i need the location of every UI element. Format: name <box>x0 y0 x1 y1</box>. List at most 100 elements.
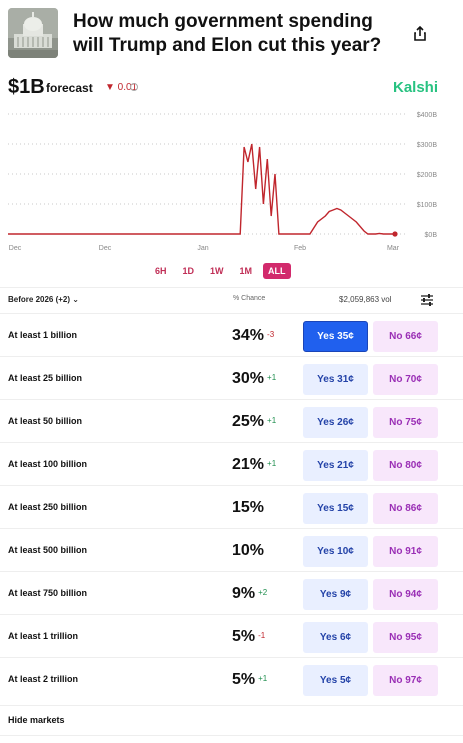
kalshi-logo[interactable]: Kalshi <box>392 79 438 96</box>
market-chance: 10% <box>232 542 264 560</box>
buy-no-button[interactable]: No 91¢ <box>373 536 438 567</box>
market-label: At least 500 billion <box>8 545 88 555</box>
range-all-button[interactable]: ALL <box>263 263 291 279</box>
market-chance: 15% <box>232 499 264 517</box>
forecast-label: forecast <box>46 81 93 95</box>
range-1d-button[interactable]: 1D <box>182 266 195 276</box>
buy-no-button[interactable]: No 80¢ <box>373 450 438 481</box>
chance-delta: +1 <box>258 674 268 683</box>
sliders-icon[interactable] <box>420 293 434 307</box>
buy-no-button[interactable]: No 95¢ <box>373 622 438 653</box>
chance-delta: +1 <box>267 459 277 468</box>
market-row[interactable]: At least 100 billion 21% +1 Yes 21¢ No 80¢ <box>0 442 463 485</box>
market-chance: 5% -1 <box>232 628 265 646</box>
market-row[interactable]: At least 500 billion 10% Yes 10¢ No 91¢ <box>0 528 463 571</box>
forecast-change: ▼ 0.01 <box>105 82 138 93</box>
y-tick-label: $200B <box>417 172 438 179</box>
buy-no-button[interactable]: No 66¢ <box>373 321 438 352</box>
y-tick-label: $400B <box>417 112 438 119</box>
time-range-selector: 6H 1D 1W 1M ALL <box>150 263 291 279</box>
hide-markets-link[interactable]: Hide markets <box>0 705 463 735</box>
buy-no-button[interactable]: No 70¢ <box>373 364 438 395</box>
x-tick-label: Feb <box>294 245 306 252</box>
chance-value: 30% <box>232 370 265 387</box>
chance-column-header: % Chance <box>233 295 266 302</box>
market-label: At least 250 billion <box>8 502 88 512</box>
market-label: At least 2 trillion <box>8 674 79 684</box>
market-chance: 25% +1 <box>232 413 276 431</box>
buy-yes-button[interactable]: Yes 9¢ <box>303 579 368 610</box>
share-icon[interactable] <box>410 24 430 44</box>
chance-value: 5% <box>232 628 256 645</box>
chance-value: 9% <box>232 585 256 602</box>
market-label: At least 50 billion <box>8 416 83 426</box>
buy-yes-button[interactable]: Yes 35¢ <box>303 321 368 352</box>
chance-value: 5% <box>232 671 256 688</box>
market-title: How much government spending will Trump … <box>73 11 382 56</box>
markets-list: At least 1 billion 34% -3 Yes 35¢ No 66¢ At l… <box>0 313 463 700</box>
buy-yes-button[interactable]: Yes 31¢ <box>303 364 368 395</box>
market-header: How much government spending will Trump … <box>0 0 463 70</box>
x-tick-label: Jan <box>197 245 208 252</box>
chance-value: 15% <box>232 499 265 516</box>
market-label: At least 25 billion <box>8 373 83 383</box>
market-chance: 21% +1 <box>232 456 276 474</box>
market-row[interactable]: At least 750 billion 9% +2 Yes 9¢ No 94¢ <box>0 571 463 614</box>
market-chance: 9% +2 <box>232 585 267 603</box>
market-chance: 34% -3 <box>232 327 274 345</box>
buy-yes-button[interactable]: Yes 15¢ <box>303 493 368 524</box>
market-chance: 5% +1 <box>232 671 267 689</box>
date-filter-dropdown[interactable]: Before 2026 (+2) ⌄ <box>8 295 79 304</box>
y-tick-label: $100B <box>417 202 438 209</box>
chance-delta: +1 <box>267 416 277 425</box>
market-chance: 30% +1 <box>232 370 276 388</box>
market-row[interactable]: At least 50 billion 25% +1 Yes 26¢ No 75¢ <box>0 399 463 442</box>
buy-yes-button[interactable]: Yes 5¢ <box>303 665 368 696</box>
range-1w-button[interactable]: 1W <box>210 266 224 276</box>
info-icon[interactable] <box>130 83 138 91</box>
chance-delta: -1 <box>258 631 266 640</box>
forecast-chart-svg: $400B $300B $200B $100B $0B Dec Dec Jan Feb Mar <box>8 112 438 252</box>
y-tick-label: $0B <box>425 232 438 239</box>
buy-no-button[interactable]: No 97¢ <box>373 665 438 696</box>
forecast-value: $1B <box>8 76 45 98</box>
chance-value: 21% <box>232 456 265 473</box>
buy-no-button[interactable]: No 86¢ <box>373 493 438 524</box>
market-label: At least 1 trillion <box>8 631 79 641</box>
chance-delta: +2 <box>258 588 268 597</box>
volume-label: $2,059,863 vol <box>339 295 392 304</box>
y-tick-label: $300B <box>417 142 438 149</box>
market-row[interactable]: At least 1 billion 34% -3 Yes 35¢ No 66¢ <box>0 313 463 356</box>
x-tick-label: Dec <box>9 245 22 252</box>
chevron-down-icon: ⌄ <box>72 295 79 304</box>
chance-delta: -3 <box>267 330 275 339</box>
series-line <box>8 143 395 235</box>
buy-yes-button[interactable]: Yes 26¢ <box>303 407 368 438</box>
range-1m-button[interactable]: 1M <box>239 266 253 276</box>
divider <box>0 735 463 736</box>
market-row[interactable]: At least 1 trillion 5% -1 Yes 6¢ No 95¢ <box>0 614 463 657</box>
x-tick-label: Mar <box>387 245 400 252</box>
market-row[interactable]: At least 250 billion 15% Yes 15¢ No 86¢ <box>0 485 463 528</box>
markets-table-header: Before 2026 (+2) ⌄ % Chance $2,059,863 v… <box>0 287 463 311</box>
market-label: At least 750 billion <box>8 588 88 598</box>
chance-value: 25% <box>232 413 265 430</box>
buy-yes-button[interactable]: Yes 10¢ <box>303 536 368 567</box>
market-label: At least 1 billion <box>8 330 78 340</box>
forecast-chart: $400B $300B $200B $100B $0B Dec Dec Jan Feb Mar <box>0 104 463 256</box>
market-label: At least 100 billion <box>8 459 88 469</box>
range-6h-button[interactable]: 6H <box>155 266 167 276</box>
chance-value: 10% <box>232 542 265 559</box>
chance-delta: +1 <box>267 373 277 382</box>
market-row[interactable]: At least 2 trillion 5% +1 Yes 5¢ No 97¢ <box>0 657 463 700</box>
date-filter-label: Before 2026 (+2) <box>8 295 71 304</box>
buy-yes-button[interactable]: Yes 6¢ <box>303 622 368 653</box>
chance-value: 34% <box>232 327 265 344</box>
series-end-marker <box>392 231 398 237</box>
forecast-summary: $1B forecast ▼ 0.01 Kalshi <box>8 76 455 100</box>
market-row[interactable]: At least 25 billion 30% +1 Yes 31¢ No 70¢ <box>0 356 463 399</box>
hide-markets-label: Hide markets <box>8 715 65 725</box>
buy-no-button[interactable]: No 94¢ <box>373 579 438 610</box>
buy-yes-button[interactable]: Yes 21¢ <box>303 450 368 481</box>
buy-no-button[interactable]: No 75¢ <box>373 407 438 438</box>
